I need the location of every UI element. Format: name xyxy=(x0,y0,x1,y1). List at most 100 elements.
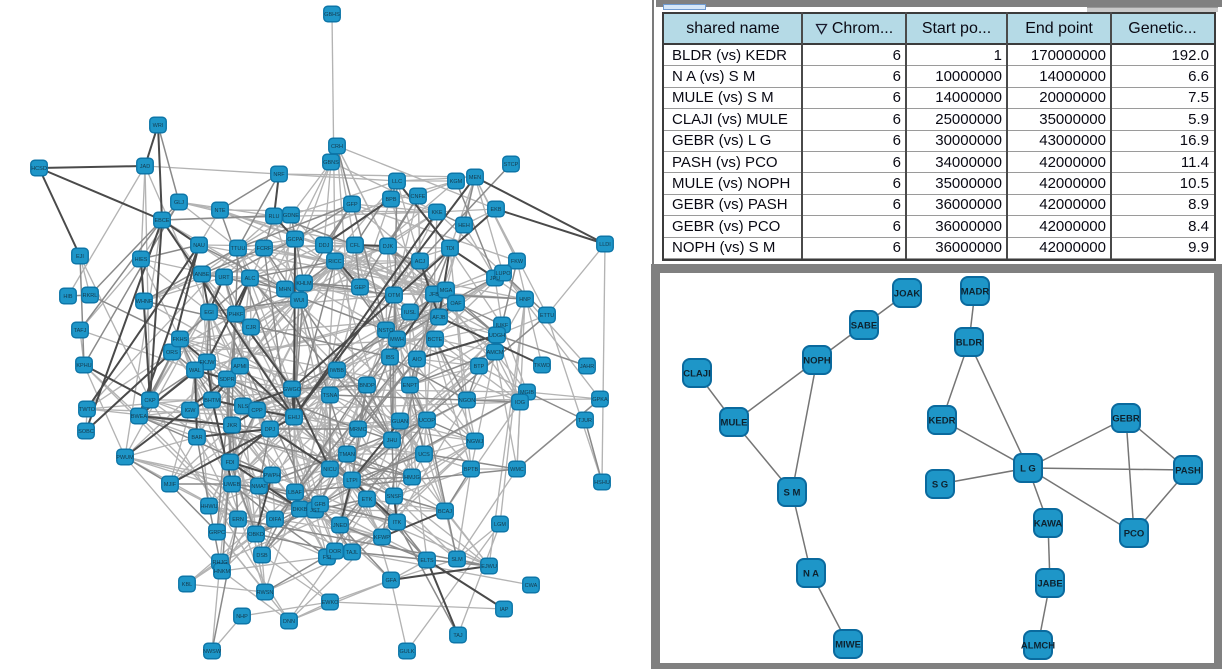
svg-text:EHIJ: EHIJ xyxy=(288,415,300,421)
svg-text:ELTS: ELTS xyxy=(420,558,434,564)
svg-text:CPP: CPP xyxy=(251,408,263,414)
svg-text:NRF: NRF xyxy=(273,172,285,178)
svg-text:WRI: WRI xyxy=(153,123,164,129)
svg-text:GRPC: GRPC xyxy=(209,530,225,536)
svg-text:HEH: HEH xyxy=(458,223,470,229)
svg-text:WMC: WMC xyxy=(510,467,524,473)
svg-text:RHJG: RHJG xyxy=(213,560,228,566)
svg-text:JNED: JNED xyxy=(333,523,347,529)
svg-text:UWEB: UWEB xyxy=(224,482,241,488)
svg-text:GBHS: GBHS xyxy=(324,12,340,18)
svg-text:DSB: DSB xyxy=(256,553,268,559)
svg-text:BPTB: BPTB xyxy=(464,467,479,473)
svg-text:FKJW: FKJW xyxy=(200,360,216,366)
svg-text:NICU: NICU xyxy=(323,467,336,473)
svg-text:URT: URT xyxy=(218,275,230,281)
svg-text:DNN: DNN xyxy=(283,619,295,625)
svg-text:LBAF: LBAF xyxy=(288,490,302,496)
svg-text:RICC: RICC xyxy=(328,259,341,265)
svg-text:STCP: STCP xyxy=(504,162,519,168)
svg-text:GPKA: GPKA xyxy=(592,397,608,403)
svg-text:OBKD: OBKD xyxy=(248,532,264,538)
svg-text:GEBR: GEBR xyxy=(1112,414,1140,425)
svg-text:SLM: SLM xyxy=(451,557,463,563)
svg-text:HSHU: HSHU xyxy=(594,480,610,486)
svg-text:NMAT: NMAT xyxy=(251,484,267,490)
svg-text:PWPH: PWPH xyxy=(264,473,281,479)
svg-text:EJWU: EJWU xyxy=(481,564,497,570)
svg-text:LLC: LLC xyxy=(392,179,402,185)
svg-text:SOBC: SOBC xyxy=(78,429,94,435)
svg-text:IGW: IGW xyxy=(185,408,197,414)
svg-text:TDI: TDI xyxy=(446,246,455,252)
svg-text:JAD: JAD xyxy=(140,164,150,170)
svg-text:MRMC: MRMC xyxy=(349,427,366,433)
svg-text:GBNS: GBNS xyxy=(323,160,339,166)
svg-text:DKKB: DKKB xyxy=(293,507,308,513)
svg-text:SABE: SABE xyxy=(851,321,877,332)
svg-text:JHU: JHU xyxy=(387,438,398,444)
svg-text:SDPR: SDPR xyxy=(219,377,234,383)
svg-text:LLDI: LLDI xyxy=(599,242,611,248)
svg-text:TWTO: TWTO xyxy=(79,407,96,413)
svg-text:TAJ: TAJ xyxy=(453,633,463,639)
svg-text:EJI: EJI xyxy=(76,254,84,260)
svg-text:GUAN: GUAN xyxy=(392,419,408,425)
svg-text:DPJ: DPJ xyxy=(265,427,276,433)
svg-text:HHWU: HHWU xyxy=(200,504,217,510)
svg-text:FSI: FSI xyxy=(323,555,332,561)
svg-text:WUI: WUI xyxy=(294,298,305,304)
svg-text:GCPA: GCPA xyxy=(287,237,303,243)
svg-text:BWEA: BWEA xyxy=(131,414,148,420)
svg-text:MADR: MADR xyxy=(961,287,990,298)
svg-text:GFA: GFA xyxy=(385,578,396,584)
svg-text:ITK: ITK xyxy=(393,520,402,526)
svg-text:NGON: NGON xyxy=(459,398,476,404)
svg-text:AMCM: AMCM xyxy=(487,350,504,356)
svg-text:ERN: ERN xyxy=(232,517,244,523)
svg-text:APMI: APMI xyxy=(233,364,247,370)
svg-text:ORS: ORS xyxy=(166,350,178,356)
svg-text:JKR: JKR xyxy=(227,423,237,429)
svg-text:OOR: OOR xyxy=(329,549,342,555)
svg-text:LTPI: LTPI xyxy=(346,478,358,484)
svg-text:CJR: CJR xyxy=(246,325,257,331)
svg-text:TKWD: TKWD xyxy=(534,363,550,369)
svg-text:BPB: BPB xyxy=(385,197,396,203)
svg-text:WHNF: WHNF xyxy=(136,299,153,305)
svg-text:MIWE: MIWE xyxy=(835,640,861,651)
svg-text:TTUU: TTUU xyxy=(231,246,246,252)
svg-text:HIES: HIES xyxy=(135,257,148,263)
svg-text:FCRF: FCRF xyxy=(257,246,272,252)
svg-text:NHP: NHP xyxy=(236,614,248,620)
svg-text:EKB: EKB xyxy=(490,207,501,213)
svg-text:PHKF: PHKF xyxy=(229,312,244,318)
svg-text:GWGO: GWGO xyxy=(283,387,302,393)
svg-text:IBS: IBS xyxy=(386,355,395,361)
svg-text:ALMCH: ALMCH xyxy=(1021,641,1055,652)
svg-text:GFP: GFP xyxy=(346,202,358,208)
svg-text:FKHS: FKHS xyxy=(173,337,188,343)
svg-text:EWKO: EWKO xyxy=(322,600,340,606)
svg-text:RLU: RLU xyxy=(268,214,279,220)
svg-text:PWUM: PWUM xyxy=(116,455,134,461)
svg-text:AIO: AIO xyxy=(412,357,422,363)
svg-text:KFWP: KFWP xyxy=(374,535,390,541)
svg-text:S M: S M xyxy=(784,488,801,499)
svg-text:UCOP: UCOP xyxy=(419,418,435,424)
svg-text:BCAJ: BCAJ xyxy=(438,509,452,515)
svg-text:CLAJI: CLAJI xyxy=(683,369,710,380)
svg-text:KBL: KBL xyxy=(182,582,192,588)
svg-text:TSNA: TSNA xyxy=(323,393,338,399)
svg-text:MJIF: MJIF xyxy=(164,482,177,488)
svg-text:CNFE: CNFE xyxy=(411,194,426,200)
svg-text:ETK: ETK xyxy=(362,497,373,503)
svg-text:OTM: OTM xyxy=(388,293,401,299)
svg-text:HNKM: HNKM xyxy=(214,569,231,575)
svg-text:GFB: GFB xyxy=(314,502,326,508)
svg-text:IOG: IOG xyxy=(515,400,525,406)
svg-text:RKRL: RKRL xyxy=(83,293,98,299)
svg-text:DJK: DJK xyxy=(383,244,394,250)
svg-text:IUSL: IUSL xyxy=(404,310,416,316)
svg-text:NTE: NTE xyxy=(215,208,226,214)
